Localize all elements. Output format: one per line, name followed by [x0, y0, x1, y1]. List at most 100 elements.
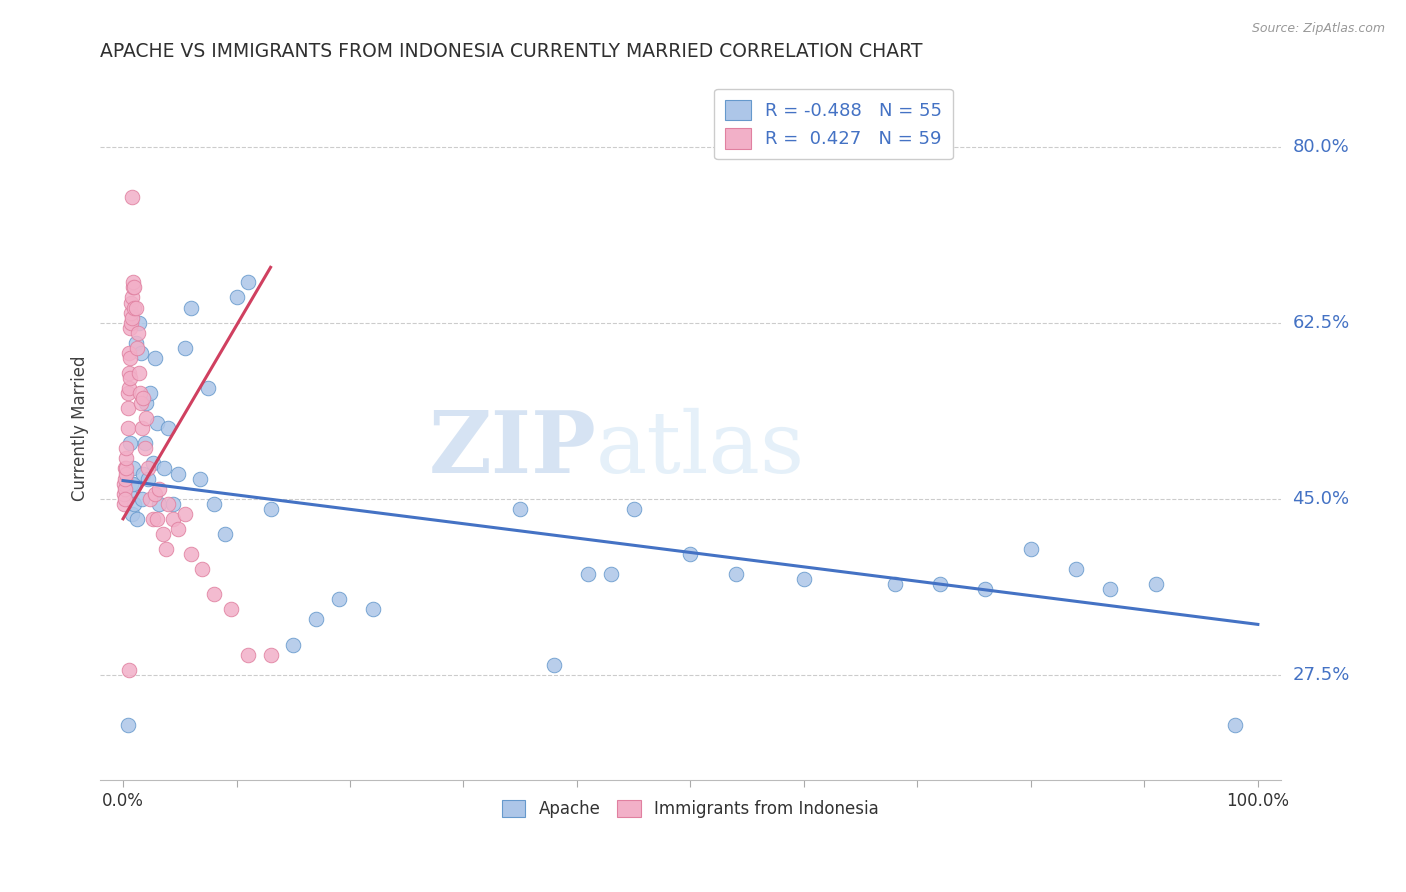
Point: [148, 482, 170, 496]
Point: [162, 497, 184, 511]
Point: [146, 416, 169, 430]
Point: [118, 320, 141, 334]
Point: [1064, 562, 1087, 576]
Point: [118, 436, 141, 450]
Point: [157, 497, 180, 511]
Point: [148, 497, 170, 511]
Text: 80.0%: 80.0%: [1292, 137, 1350, 155]
Point: [114, 471, 136, 485]
Point: [124, 280, 146, 294]
Point: [679, 547, 702, 561]
Point: [121, 310, 143, 325]
Point: [114, 491, 136, 506]
Point: [793, 572, 815, 586]
Y-axis label: Currently Married: Currently Married: [72, 356, 89, 501]
Point: [136, 471, 159, 485]
Point: [121, 507, 143, 521]
Text: 62.5%: 62.5%: [1292, 314, 1350, 332]
Point: [142, 512, 165, 526]
Point: [112, 486, 135, 500]
Point: [124, 497, 146, 511]
Point: [132, 391, 155, 405]
Point: [122, 461, 145, 475]
Point: [214, 527, 236, 541]
Point: [191, 562, 214, 576]
Point: [135, 396, 157, 410]
Point: [136, 461, 159, 475]
Point: [120, 305, 142, 319]
Point: [118, 371, 141, 385]
Point: [135, 411, 157, 425]
Point: [509, 501, 531, 516]
Point: [121, 190, 143, 204]
Point: [112, 497, 135, 511]
Point: [120, 476, 142, 491]
Point: [929, 577, 952, 591]
Point: [152, 527, 174, 541]
Point: [120, 295, 142, 310]
Text: 45.0%: 45.0%: [1292, 490, 1350, 508]
Point: [129, 396, 152, 410]
Point: [114, 461, 136, 475]
Point: [883, 577, 905, 591]
Point: [131, 421, 153, 435]
Point: [117, 421, 139, 435]
Point: [122, 280, 145, 294]
Point: [118, 663, 141, 677]
Point: [127, 326, 149, 340]
Point: [1223, 718, 1246, 732]
Point: [143, 351, 166, 365]
Point: [131, 491, 153, 506]
Point: [328, 592, 350, 607]
Point: [115, 467, 138, 481]
Point: [153, 461, 176, 475]
Point: [1019, 541, 1042, 556]
Point: [128, 366, 150, 380]
Point: [115, 451, 138, 466]
Point: [146, 512, 169, 526]
Point: [125, 341, 148, 355]
Point: [188, 471, 211, 485]
Point: [259, 501, 281, 516]
Point: [236, 276, 259, 290]
Point: [225, 291, 247, 305]
Point: [115, 442, 138, 456]
Point: [134, 442, 156, 456]
Text: APACHE VS IMMIGRANTS FROM INDONESIA CURRENTLY MARRIED CORRELATION CHART: APACHE VS IMMIGRANTS FROM INDONESIA CURR…: [100, 42, 922, 61]
Point: [124, 335, 146, 350]
Point: [155, 541, 177, 556]
Point: [1099, 582, 1122, 597]
Point: [202, 497, 225, 511]
Point: [219, 602, 242, 616]
Point: [124, 301, 146, 315]
Point: [122, 276, 145, 290]
Point: [623, 501, 645, 516]
Point: [361, 602, 384, 616]
Point: [180, 547, 202, 561]
Point: [166, 467, 188, 481]
Point: [174, 341, 197, 355]
Point: [236, 648, 259, 662]
Point: [118, 346, 141, 360]
Point: [120, 316, 142, 330]
Point: [259, 648, 281, 662]
Point: [117, 718, 139, 732]
Text: ZIP: ZIP: [429, 408, 596, 491]
Point: [142, 457, 165, 471]
Point: [576, 567, 599, 582]
Point: [283, 638, 305, 652]
Point: [124, 301, 146, 315]
Point: [180, 301, 202, 315]
Point: [125, 512, 148, 526]
Text: Source: ZipAtlas.com: Source: ZipAtlas.com: [1251, 22, 1385, 36]
Text: 27.5%: 27.5%: [1292, 665, 1350, 683]
Point: [143, 486, 166, 500]
Point: [543, 657, 565, 672]
Point: [112, 476, 135, 491]
Point: [114, 482, 136, 496]
Point: [157, 421, 180, 435]
Point: [139, 386, 162, 401]
Point: [118, 366, 141, 380]
Point: [118, 486, 141, 500]
Point: [129, 386, 152, 401]
